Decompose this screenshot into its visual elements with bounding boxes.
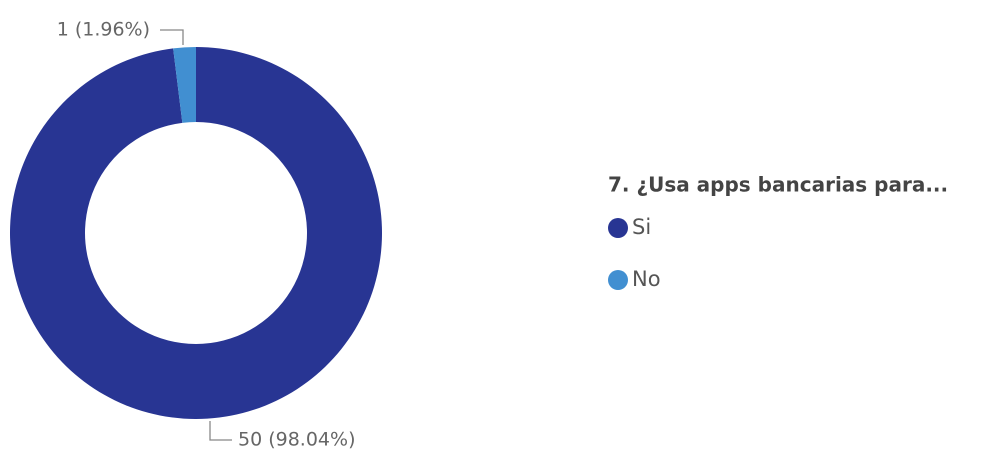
legend-label: Si [632,215,651,239]
leader-line [160,29,184,45]
legend-swatch [608,218,628,238]
legend-label: No [632,267,661,291]
legend-swatch [608,270,628,290]
leader-line [209,421,232,441]
donut-slice [173,47,196,123]
legend-title: 7. ¿Usa apps bancarias para... [608,173,948,197]
data-label: 1 (1.96%) [57,19,150,41]
donut-slice [10,47,383,419]
data-label: 50 (98.04%) [238,429,356,451]
